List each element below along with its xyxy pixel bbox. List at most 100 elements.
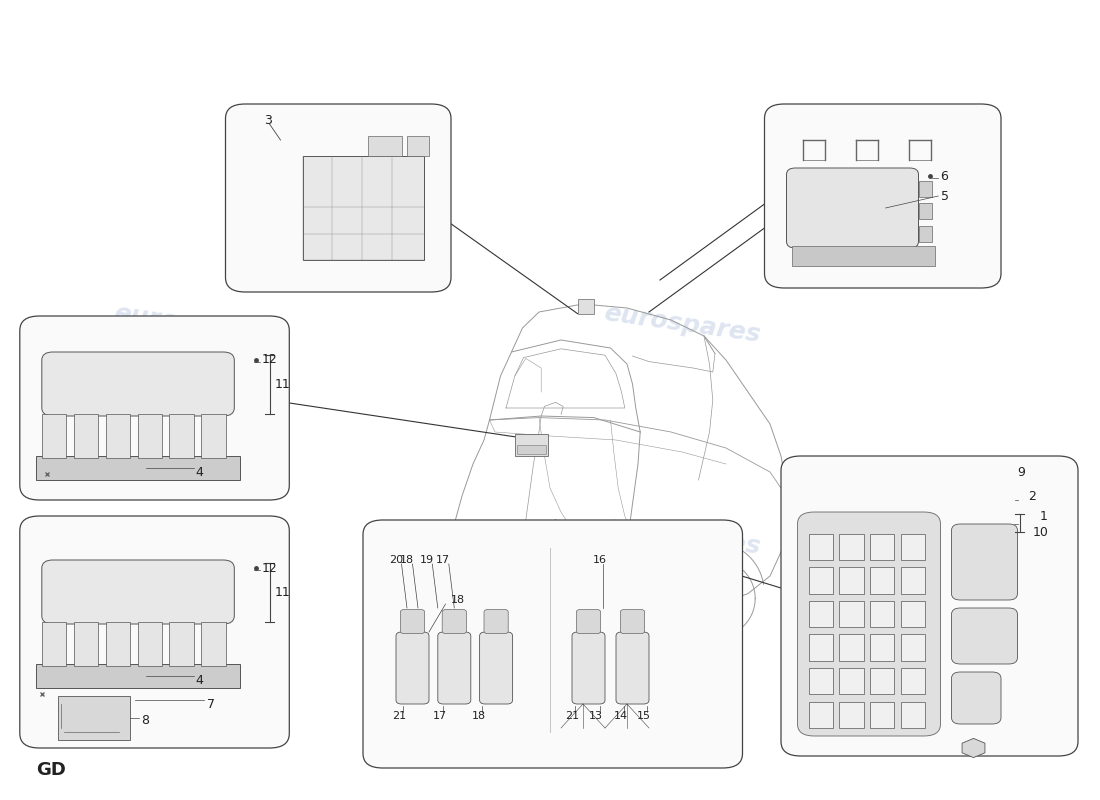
Bar bbox=[839, 702, 864, 728]
Bar bbox=[106, 622, 130, 666]
Text: 11: 11 bbox=[275, 378, 290, 391]
FancyBboxPatch shape bbox=[798, 512, 940, 736]
Text: 18: 18 bbox=[400, 555, 414, 565]
Text: 5: 5 bbox=[940, 190, 948, 202]
FancyBboxPatch shape bbox=[620, 610, 645, 634]
Bar bbox=[901, 702, 925, 728]
Bar bbox=[368, 136, 402, 156]
Bar bbox=[517, 445, 546, 454]
Bar bbox=[839, 634, 864, 661]
Text: 17: 17 bbox=[433, 711, 447, 721]
Bar bbox=[74, 414, 98, 458]
FancyBboxPatch shape bbox=[576, 610, 601, 634]
FancyBboxPatch shape bbox=[952, 524, 1018, 600]
Bar bbox=[918, 226, 932, 242]
FancyBboxPatch shape bbox=[442, 610, 466, 634]
Bar bbox=[839, 534, 864, 560]
FancyBboxPatch shape bbox=[764, 104, 1001, 288]
Text: 15: 15 bbox=[637, 711, 650, 721]
Bar bbox=[870, 534, 894, 560]
Text: 18: 18 bbox=[451, 595, 465, 605]
Bar bbox=[106, 414, 130, 458]
Text: 21: 21 bbox=[393, 711, 406, 721]
Bar bbox=[901, 634, 925, 661]
FancyBboxPatch shape bbox=[42, 560, 234, 624]
Bar bbox=[870, 702, 894, 728]
Text: GD: GD bbox=[36, 762, 66, 779]
Bar bbox=[36, 456, 240, 480]
Bar bbox=[839, 601, 864, 627]
Bar bbox=[839, 668, 864, 694]
Bar bbox=[74, 622, 98, 666]
Bar bbox=[42, 414, 66, 458]
Bar bbox=[901, 601, 925, 627]
Bar bbox=[870, 668, 894, 694]
FancyBboxPatch shape bbox=[786, 168, 918, 248]
Text: 17: 17 bbox=[437, 555, 450, 565]
Bar bbox=[138, 622, 162, 666]
Bar bbox=[169, 414, 194, 458]
Text: eurospares: eurospares bbox=[602, 301, 762, 347]
FancyBboxPatch shape bbox=[572, 632, 605, 704]
Text: 1: 1 bbox=[1040, 510, 1047, 522]
Text: eurospares: eurospares bbox=[112, 513, 273, 559]
Bar bbox=[42, 622, 66, 666]
FancyBboxPatch shape bbox=[480, 632, 513, 704]
FancyBboxPatch shape bbox=[484, 610, 508, 634]
FancyBboxPatch shape bbox=[952, 608, 1018, 664]
Text: 11: 11 bbox=[275, 586, 290, 599]
FancyBboxPatch shape bbox=[396, 632, 429, 704]
Bar bbox=[870, 634, 894, 661]
Bar bbox=[808, 567, 833, 594]
Bar bbox=[870, 601, 894, 627]
Text: 12: 12 bbox=[262, 354, 277, 366]
Bar bbox=[901, 567, 925, 594]
Bar bbox=[839, 567, 864, 594]
Bar bbox=[169, 622, 194, 666]
Text: 12: 12 bbox=[262, 562, 277, 574]
Text: eurospares: eurospares bbox=[112, 301, 273, 347]
Text: 10: 10 bbox=[1033, 526, 1048, 538]
FancyBboxPatch shape bbox=[20, 316, 289, 500]
Bar bbox=[515, 434, 548, 456]
Text: 18: 18 bbox=[472, 711, 485, 721]
FancyBboxPatch shape bbox=[952, 672, 1001, 724]
FancyBboxPatch shape bbox=[226, 104, 451, 292]
Text: 14: 14 bbox=[614, 711, 627, 721]
Bar bbox=[407, 136, 429, 156]
Bar bbox=[918, 203, 932, 219]
Text: 7: 7 bbox=[207, 698, 215, 710]
Bar bbox=[58, 696, 130, 740]
Bar bbox=[138, 414, 162, 458]
Bar bbox=[201, 622, 225, 666]
FancyBboxPatch shape bbox=[438, 632, 471, 704]
Bar bbox=[918, 181, 932, 197]
Text: 16: 16 bbox=[593, 555, 606, 565]
Text: 21: 21 bbox=[565, 711, 579, 721]
Bar bbox=[808, 668, 833, 694]
FancyBboxPatch shape bbox=[20, 516, 289, 748]
Bar bbox=[808, 534, 833, 560]
Text: 8: 8 bbox=[141, 714, 149, 726]
FancyBboxPatch shape bbox=[781, 456, 1078, 756]
Text: 4: 4 bbox=[196, 466, 204, 478]
Bar bbox=[302, 156, 424, 260]
Bar bbox=[578, 299, 594, 314]
FancyBboxPatch shape bbox=[616, 632, 649, 704]
Text: eurospares: eurospares bbox=[602, 513, 762, 559]
Text: 9: 9 bbox=[1018, 466, 1025, 478]
FancyBboxPatch shape bbox=[363, 520, 742, 768]
Text: 19: 19 bbox=[420, 555, 433, 565]
Bar bbox=[901, 668, 925, 694]
Text: 13: 13 bbox=[590, 711, 603, 721]
Bar bbox=[201, 414, 225, 458]
Bar bbox=[808, 601, 833, 627]
Bar bbox=[870, 567, 894, 594]
Text: 6: 6 bbox=[940, 170, 948, 182]
Bar bbox=[808, 634, 833, 661]
Text: 4: 4 bbox=[196, 674, 204, 686]
Bar bbox=[36, 664, 240, 688]
Bar bbox=[808, 702, 833, 728]
Text: 2: 2 bbox=[1028, 490, 1036, 502]
FancyBboxPatch shape bbox=[42, 352, 234, 416]
